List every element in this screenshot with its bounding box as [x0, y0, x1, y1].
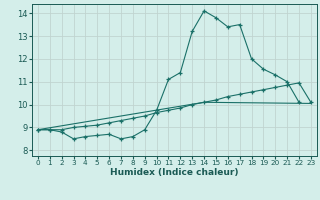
X-axis label: Humidex (Indice chaleur): Humidex (Indice chaleur)	[110, 168, 239, 177]
